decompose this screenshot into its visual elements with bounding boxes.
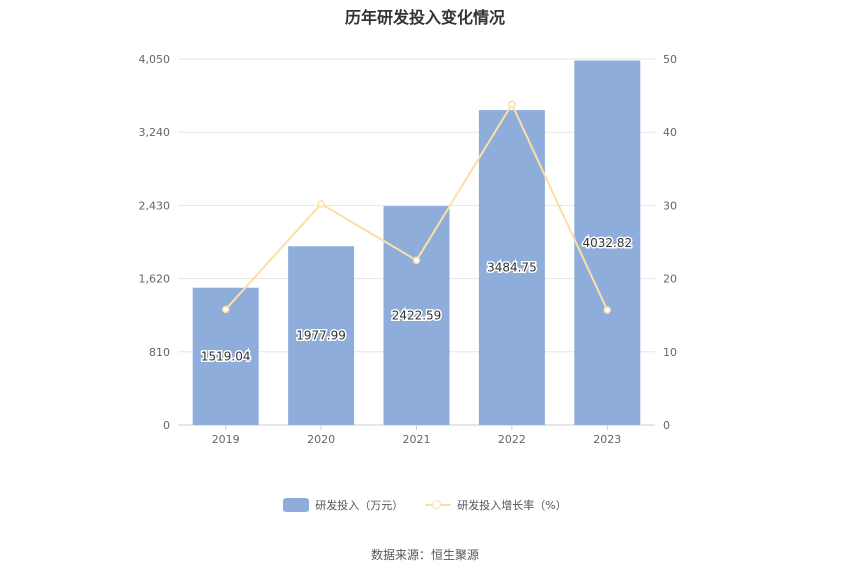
y-right-tick-label: 40 — [663, 126, 677, 139]
line-point — [221, 305, 230, 314]
legend-item-line[interactable]: 研发投入增长率（%） — [425, 497, 567, 513]
x-tick-label: 2020 — [307, 433, 335, 446]
y-right-tick-label: 0 — [663, 419, 670, 432]
x-tick-label: 2022 — [498, 433, 526, 446]
y-left-tick-label: 2,430 — [139, 199, 171, 212]
data-label: 2422.59 — [392, 309, 442, 323]
bar — [478, 110, 545, 425]
legend: 研发投入（万元） 研发投入增长率（%） — [0, 497, 850, 513]
data-label: 4032.82 — [582, 236, 632, 250]
bar — [574, 60, 641, 426]
y-left-tick-label: 3,240 — [139, 126, 171, 139]
legend-item-bar[interactable]: 研发投入（万元） — [283, 497, 403, 513]
data-label: 1519.04 — [201, 349, 251, 363]
legend-label-line: 研发投入增长率（%） — [457, 499, 567, 512]
legend-bar-swatch — [283, 498, 310, 512]
line-point — [412, 256, 421, 265]
bar — [288, 246, 355, 425]
line-point — [508, 100, 516, 109]
legend-line-swatch — [425, 498, 452, 512]
chart-title: 历年研发投入变化情况 — [344, 8, 505, 27]
bar — [383, 206, 450, 425]
x-tick-label: 2021 — [403, 433, 431, 446]
x-tick-label: 2019 — [212, 433, 240, 446]
data-label: 3484.75 — [487, 261, 537, 275]
y-left-tick-label: 810 — [149, 346, 170, 359]
y-left-tick-label: 0 — [163, 419, 170, 432]
legend-label-bar: 研发投入（万元） — [315, 499, 404, 512]
y-right-tick-label: 50 — [663, 53, 677, 66]
y-left-tick-label: 1,620 — [139, 273, 171, 286]
line-point — [603, 306, 612, 314]
y-right-tick-label: 30 — [663, 199, 677, 212]
y-left-tick-label: 4,050 — [139, 53, 171, 66]
y-right-tick-label: 20 — [663, 273, 677, 286]
y-right-tick-label: 10 — [663, 346, 677, 359]
data-label: 1977.99 — [296, 329, 346, 343]
x-tick-label: 2023 — [593, 433, 621, 446]
source-note: 数据来源：恒生聚源 — [370, 548, 479, 562]
line-point — [317, 200, 325, 208]
